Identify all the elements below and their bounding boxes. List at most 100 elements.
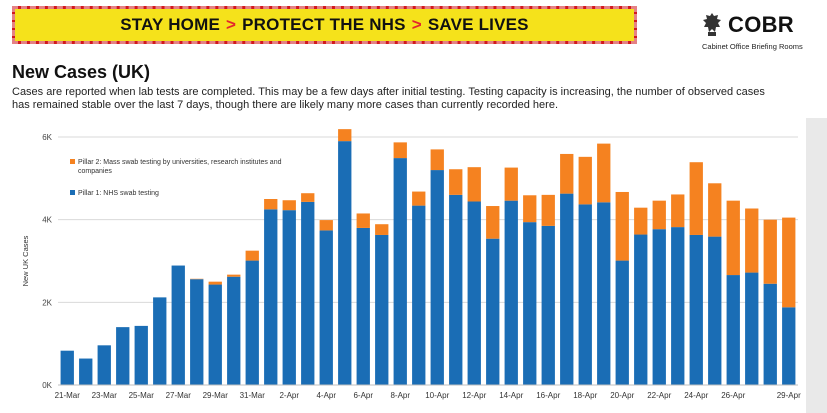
- bar-pillar2: [763, 219, 777, 284]
- cobr-logo: COBR Cabinet Office Briefing Rooms: [700, 10, 810, 52]
- bar-pillar2: [782, 217, 796, 308]
- legend-label-pillar1: Pillar 1: NHS swab testing: [78, 190, 159, 197]
- bar-pillar2: [615, 191, 629, 261]
- slogan-banner: STAY HOME > PROTECT THE NHS > SAVE LIVES: [12, 6, 637, 44]
- x-tick-label: 6-Apr: [353, 391, 373, 400]
- x-tick-label: 12-Apr: [462, 391, 486, 400]
- bar-pillar2: [245, 250, 259, 261]
- x-tick-label: 22-Apr: [647, 391, 671, 400]
- y-tick-label: 6K: [42, 133, 52, 142]
- bar-pillar1: [652, 229, 666, 385]
- bar-pillar1: [375, 234, 389, 385]
- new-cases-chart: 0K 2K 4K 6K New UK Cases 21-Mar 23-Mar 25-Mar 27…: [21, 129, 801, 400]
- bar-pillar2: [301, 193, 315, 202]
- bar-pillar1: [671, 227, 685, 385]
- x-tick-label: 29-Mar: [203, 391, 229, 400]
- bar-pillar2: [652, 200, 666, 230]
- bar-pillar2: [578, 156, 592, 205]
- bar-pillar2: [264, 199, 278, 210]
- bar-pillar2: [745, 208, 759, 273]
- bar-pillar2: [430, 149, 444, 171]
- x-tick-label: 25-Mar: [129, 391, 155, 400]
- bar-pillar1: [356, 227, 370, 385]
- bar-pillar2: [634, 207, 648, 235]
- bar-pillar1: [578, 204, 592, 385]
- bar-pillar1: [134, 325, 148, 385]
- bar-pillar2: [338, 129, 352, 142]
- chevron-right-icon: >: [226, 15, 237, 34]
- bar-pillar2: [356, 213, 370, 228]
- x-tick-label: 4-Apr: [316, 391, 336, 400]
- bar-pillar1: [171, 265, 185, 385]
- bar-pillar1: [190, 279, 204, 385]
- bar-pillar1: [449, 194, 463, 385]
- bar-pillar2: [523, 195, 537, 223]
- bar-pillar1: [79, 358, 93, 385]
- x-tick-label: 29-Apr: [777, 391, 801, 400]
- legend-swatch-pillar2: [70, 159, 75, 164]
- bar-pillar1: [412, 205, 426, 385]
- bar-pillar2: [671, 194, 685, 228]
- bar-pillar1: [763, 283, 777, 385]
- bar-pillar1: [504, 200, 518, 385]
- x-tick-label: 23-Mar: [92, 391, 118, 400]
- bar-pillar1: [301, 201, 315, 385]
- bar-pillar1: [745, 272, 759, 385]
- royal-crest-icon: [703, 13, 721, 36]
- bar-pillar2: [208, 281, 222, 285]
- y-tick-label: 2K: [42, 298, 52, 307]
- x-tick-label: 27-Mar: [166, 391, 192, 400]
- bar-pillar1: [597, 202, 611, 385]
- bar-pillar1: [116, 327, 130, 385]
- bar-pillar1: [208, 284, 222, 385]
- slogan-text: STAY HOME > PROTECT THE NHS > SAVE LIVES: [120, 15, 528, 35]
- bar-pillar1: [319, 230, 333, 385]
- bar-pillar1: [60, 350, 74, 385]
- slogan-protect-nhs: PROTECT THE NHS: [242, 15, 406, 34]
- bar-pillar2: [486, 206, 500, 239]
- bar-pillar1: [486, 238, 500, 385]
- bar-pillar1: [634, 234, 648, 385]
- page-description: Cases are reported when lab tests are co…: [12, 86, 765, 111]
- x-tick-label: 14-Apr: [499, 391, 523, 400]
- bar-pillar1: [615, 260, 629, 385]
- bar-pillar1: [560, 193, 574, 385]
- legend-swatch-pillar1: [70, 190, 75, 195]
- x-tick-label: 8-Apr: [390, 391, 410, 400]
- bar-pillar1: [264, 209, 278, 385]
- logo-subtitle: Cabinet Office Briefing Rooms: [702, 42, 803, 51]
- bar-pillar1: [97, 345, 111, 385]
- x-tick-label: 26-Apr: [721, 391, 745, 400]
- bar-pillar1: [523, 222, 537, 385]
- bar-pillar1: [393, 158, 407, 385]
- x-tick-label: 16-Apr: [536, 391, 560, 400]
- bar-pillar1: [541, 225, 555, 385]
- x-tick-label: 21-Mar: [55, 391, 81, 400]
- edge-strip: [806, 118, 827, 413]
- bar-pillar1: [245, 260, 259, 385]
- bar-pillar2: [449, 169, 463, 195]
- bar-pillar1: [282, 210, 296, 385]
- bar-pillar1: [467, 201, 481, 385]
- logo-title: COBR: [728, 12, 794, 37]
- bar-pillar1: [782, 307, 796, 385]
- x-tick-label: 18-Apr: [573, 391, 597, 400]
- x-tick-label: 10-Apr: [425, 391, 449, 400]
- legend-label-pillar2-cont: companies: [78, 168, 112, 175]
- bar-pillar1: [430, 170, 444, 385]
- x-tick-label: 31-Mar: [240, 391, 266, 400]
- bar-pillar2: [412, 191, 426, 206]
- bar-pillar2: [597, 143, 611, 203]
- y-tick-label: 4K: [42, 216, 52, 225]
- slogan-save-lives: SAVE LIVES: [427, 15, 529, 34]
- y-axis-label: New UK Cases: [21, 235, 30, 286]
- bar-pillar2: [375, 224, 389, 235]
- x-tick-label: 2-Apr: [279, 391, 299, 400]
- slogan-stay-home: STAY HOME: [120, 15, 220, 34]
- bar-pillar2: [726, 200, 740, 276]
- x-tick-label: 20-Apr: [610, 391, 634, 400]
- bar-pillar2: [560, 153, 574, 194]
- bar-pillar2: [282, 200, 296, 211]
- bar-pillar1: [708, 236, 722, 385]
- bar-pillar2: [393, 142, 407, 159]
